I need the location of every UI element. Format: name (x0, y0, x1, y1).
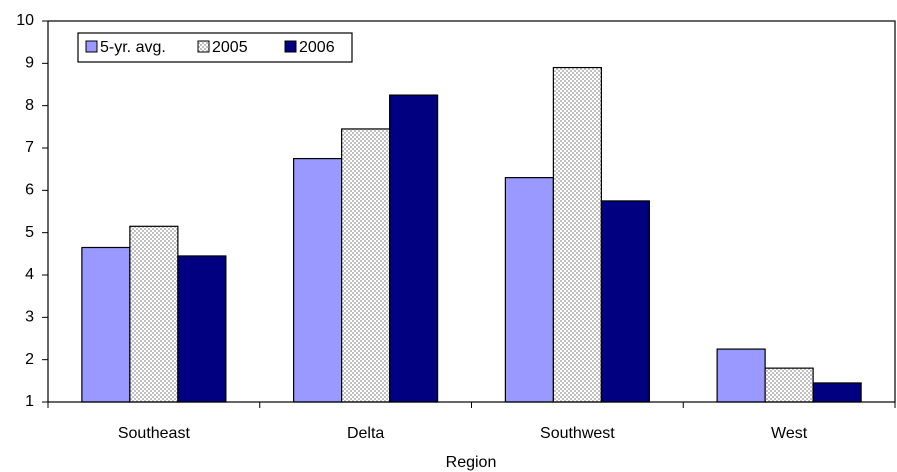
bar (600, 200, 650, 403)
y-tick-label: 10 (16, 12, 34, 29)
x-tick-label: Southwest (540, 425, 615, 442)
y-tick-label: 8 (25, 97, 34, 114)
y-tick-label: 6 (25, 182, 34, 199)
bar (341, 128, 391, 403)
legend-swatch (85, 40, 98, 53)
bar (764, 367, 814, 403)
y-tick-label: 4 (25, 266, 34, 283)
legend-swatch (197, 40, 210, 53)
legend-swatch (284, 40, 297, 53)
bar (504, 177, 554, 403)
bar (177, 255, 227, 403)
y-tick-label: 2 (25, 351, 34, 368)
y-tick-label: 1 (25, 393, 34, 410)
y-tick-label: 5 (25, 224, 34, 241)
bar (389, 94, 439, 403)
legend-box (77, 32, 353, 63)
x-tick-label: Delta (347, 425, 384, 442)
bar (81, 246, 131, 403)
plot-frame (47, 20, 896, 403)
bar (552, 66, 602, 403)
legend-label: 2006 (299, 39, 335, 56)
legend-label: 5-yr. avg. (100, 39, 166, 56)
x-tick-label: West (771, 425, 808, 442)
y-tick-label: 9 (25, 55, 34, 72)
bar (812, 382, 862, 403)
y-tick-label: 7 (25, 139, 34, 156)
bar (129, 225, 179, 403)
legend-label: 2005 (212, 39, 248, 56)
bar (716, 348, 766, 403)
x-tick-label: Southeast (118, 425, 191, 442)
bar (293, 157, 343, 403)
y-tick-label: 3 (25, 309, 34, 326)
x-axis-label: Region (446, 454, 497, 471)
